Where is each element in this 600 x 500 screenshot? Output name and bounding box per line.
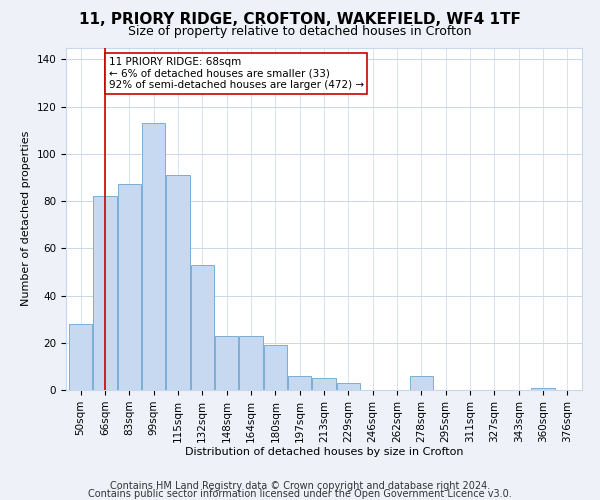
Y-axis label: Number of detached properties: Number of detached properties: [21, 131, 31, 306]
Bar: [532, 388, 554, 390]
Text: 11 PRIORY RIDGE: 68sqm
← 6% of detached houses are smaller (33)
92% of semi-deta: 11 PRIORY RIDGE: 68sqm ← 6% of detached …: [109, 57, 364, 90]
Bar: [118, 184, 141, 390]
Text: Size of property relative to detached houses in Crofton: Size of property relative to detached ho…: [128, 25, 472, 38]
Text: Contains public sector information licensed under the Open Government Licence v3: Contains public sector information licen…: [88, 489, 512, 499]
Bar: [264, 345, 287, 390]
Bar: [410, 376, 433, 390]
Bar: [337, 383, 360, 390]
Bar: [191, 265, 214, 390]
X-axis label: Distribution of detached houses by size in Crofton: Distribution of detached houses by size …: [185, 448, 463, 458]
Bar: [94, 196, 116, 390]
Bar: [288, 376, 311, 390]
Text: 11, PRIORY RIDGE, CROFTON, WAKEFIELD, WF4 1TF: 11, PRIORY RIDGE, CROFTON, WAKEFIELD, WF…: [79, 12, 521, 28]
Bar: [142, 123, 165, 390]
Text: Contains HM Land Registry data © Crown copyright and database right 2024.: Contains HM Land Registry data © Crown c…: [110, 481, 490, 491]
Bar: [215, 336, 238, 390]
Bar: [166, 175, 190, 390]
Bar: [69, 324, 92, 390]
Bar: [313, 378, 335, 390]
Bar: [239, 336, 263, 390]
